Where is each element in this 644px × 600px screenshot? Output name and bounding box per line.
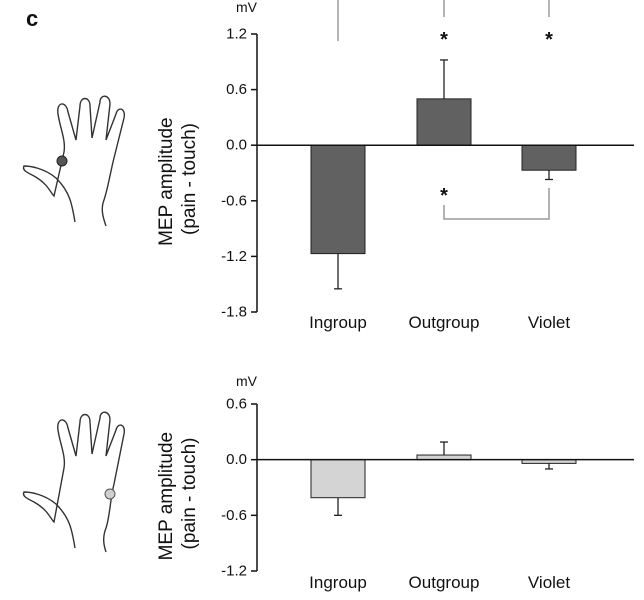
significance-star-bracket: * xyxy=(440,185,448,207)
significance-bracket xyxy=(443,188,550,220)
top-chart-x-labels: Ingroup Outgroup Violet xyxy=(309,313,570,332)
x-tick-label-violet: Violet xyxy=(528,313,570,332)
y-tick-label: 0.0 xyxy=(226,451,247,468)
bar-ingroup xyxy=(310,459,366,499)
top-chart-errorbars xyxy=(334,59,553,290)
bottom-chart-y-label-line2: (pain - touch) xyxy=(179,438,200,550)
top-chart-annotations: * * * xyxy=(337,0,553,220)
y-tick-label: -0.6 xyxy=(221,507,247,524)
y-tick-label: 1.2 xyxy=(226,26,247,43)
hand-light-dot-icon xyxy=(22,411,126,553)
y-tick-label: 0.6 xyxy=(226,396,247,413)
bar-outgroup xyxy=(416,98,472,146)
panel-label: c xyxy=(26,6,38,31)
x-tick-label-violet: Violet xyxy=(528,573,570,592)
top-chart-bars xyxy=(310,98,577,255)
top-chart-y-label-line2: (pain - touch) xyxy=(179,123,200,235)
significance-star-outgroup: * xyxy=(440,29,448,51)
bottom-chart-unit-label: mV xyxy=(236,373,258,389)
x-tick-label-outgroup: Outgroup xyxy=(409,573,480,592)
bottom-chart-y-label-line1: MEP amplitude xyxy=(156,432,177,561)
top-chart-y-label: MEP amplitude (pain - touch) xyxy=(156,112,200,246)
bottom-chart-bars xyxy=(310,454,577,499)
y-tick-label: -1.8 xyxy=(221,304,247,321)
bottom-chart-y-axis: -1.2 -0.6 0.0 0.6 xyxy=(221,396,634,580)
hand-dark-dot-icon xyxy=(22,95,126,227)
y-tick-label: 0.0 xyxy=(226,137,247,154)
top-chart-y-label-line1: MEP amplitude xyxy=(156,117,177,246)
bar-violet xyxy=(521,144,577,171)
bottom-chart-y-label: MEP amplitude (pain - touch) xyxy=(156,427,200,561)
y-tick-label: 0.6 xyxy=(226,81,247,98)
bottom-chart-errorbars xyxy=(334,441,553,516)
x-tick-label-ingroup: Ingroup xyxy=(309,573,367,592)
x-tick-label-outgroup: Outgroup xyxy=(409,313,480,332)
y-tick-label: -0.6 xyxy=(221,192,247,209)
x-tick-label-ingroup: Ingroup xyxy=(309,313,367,332)
top-chart-unit-label: mV xyxy=(236,0,258,15)
bar-ingroup xyxy=(310,144,366,255)
top-bar-chart: * * * -1.8 -1.2 -0.6 0.0 0.6 1.2 Ingroup Outgrou… xyxy=(156,0,634,332)
bottom-bar-chart: -1.2-0.60.00.6 Ingroup Outgroup Violet mV … xyxy=(156,373,634,592)
y-tick-label: -1.2 xyxy=(221,248,247,265)
significance-star-violet: * xyxy=(545,29,553,51)
bottom-chart-x-labels: Ingroup Outgroup Violet xyxy=(309,573,570,592)
top-chart-y-axis: -1.8 -1.2 -0.6 0.0 0.6 1.2 xyxy=(221,26,634,321)
y-tick-label: -1.2 xyxy=(221,563,247,580)
